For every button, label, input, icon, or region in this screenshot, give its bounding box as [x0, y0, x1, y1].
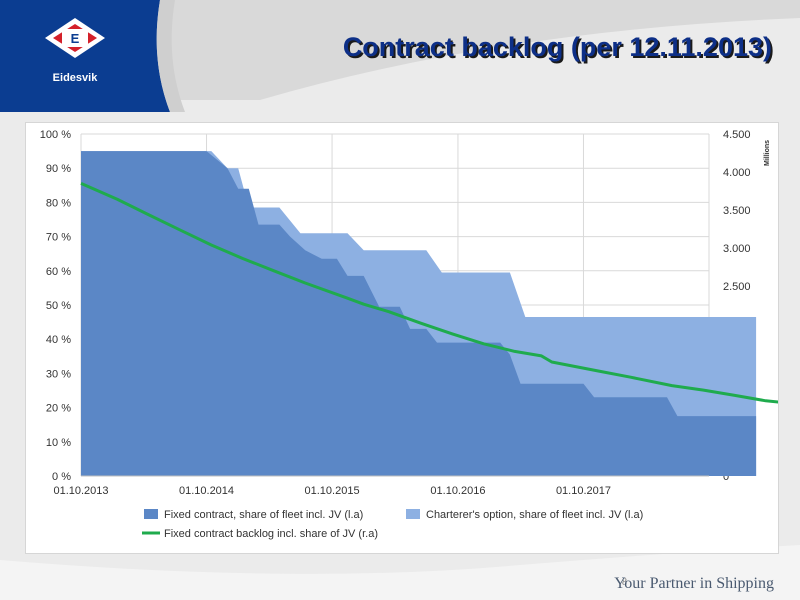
y-right-tick-label: 3.000: [723, 243, 751, 255]
y-left-tick-label: 70 %: [46, 232, 71, 244]
backlog-line: [80, 182, 778, 404]
chart-panel: 0 % 10 % 20 % 30 % 40 % 50 % 60 % 70 % 80 % 90 % 1…: [25, 122, 779, 554]
y-left-tick-label: 0 %: [52, 471, 71, 483]
x-tick-label: 01.10.2017: [556, 485, 611, 497]
y-right-unit-label: Millions: [764, 140, 771, 166]
legend-swatch: [144, 509, 158, 519]
y-right-tick-label: 0: [723, 471, 729, 483]
slide-title: Contract backlog (per 12.11.2013): [342, 32, 772, 62]
legend-label: Fixed contract, share of fleet incl. JV …: [164, 509, 363, 521]
x-tick-label: 01.10.2015: [305, 485, 360, 497]
y-right-tick-label: 3.500: [723, 205, 751, 217]
y-left-tick-label: 30 %: [46, 368, 71, 380]
legend-swatch: [406, 509, 420, 519]
x-tick-label: 01.10.2013: [53, 485, 108, 497]
x-tick-label: 01.10.2016: [430, 485, 485, 497]
y-left-tick-label: 20 %: [46, 403, 71, 415]
tagline: Your Partner in Shipping: [614, 575, 774, 592]
legend-label: Fixed contract backlog incl. share of JV…: [164, 528, 378, 540]
y-right-tick-label: 2.500: [723, 281, 751, 293]
x-tick-label: 01.10.2014: [179, 485, 234, 497]
page-number: 8: [622, 577, 627, 588]
y-left-tick-label: 80 %: [46, 197, 71, 209]
y-left-tick-label: 90 %: [46, 163, 71, 175]
y-left-tick-label: 50 %: [46, 300, 71, 312]
y-left-tick-label: 10 %: [46, 437, 71, 449]
fixed-share-area: [81, 151, 757, 476]
y-left-tick-label: 40 %: [46, 334, 71, 346]
legend-label: Charterer's option, share of fleet incl.…: [426, 509, 643, 521]
logo-letter: E: [71, 31, 80, 46]
y-left-tick-label: 60 %: [46, 266, 71, 278]
logo-text: Eidesvik: [52, 72, 98, 84]
y-right-tick-label: 4.000: [723, 167, 751, 179]
y-left-tick-label: 100 %: [40, 129, 71, 141]
y-right-tick-label: 4.500: [723, 129, 751, 141]
company-logo: E: [0, 0, 150, 95]
backlog-chart: 0 % 10 % 20 % 30 % 40 % 50 % 60 % 70 % 80 % 90 % 1…: [40, 129, 778, 540]
